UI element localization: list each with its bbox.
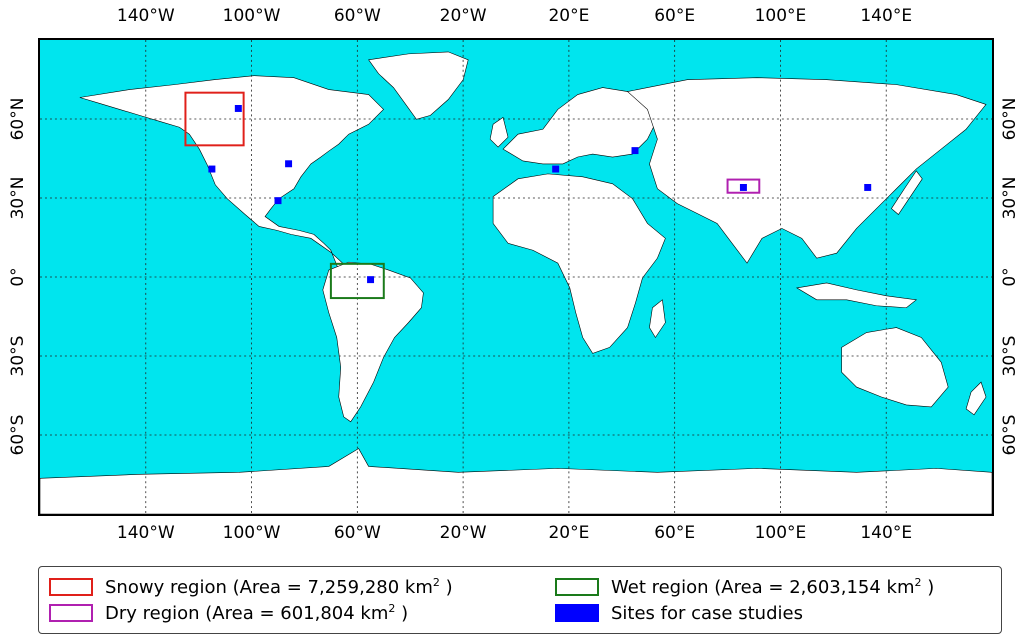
landmass-europe <box>502 87 658 165</box>
legend-label-dry: Dry region (Area = 601,804 km2 ) <box>105 602 409 624</box>
tick-label: 60°W <box>333 6 381 26</box>
legend-item-sites: Sites for case studies <box>555 601 803 625</box>
tick-label: 30°S <box>8 335 28 377</box>
landmass-australia <box>841 327 949 408</box>
tick-label: 20°E <box>548 6 590 26</box>
legend-item-wet: Wet region (Area = 2,603,154 km2 ) <box>555 575 934 599</box>
legend-label-sites: Sites for case studies <box>611 602 803 624</box>
site-marker <box>274 197 282 205</box>
legend-label-snowy: Snowy region (Area = 7,259,280 km2 ) <box>105 576 453 598</box>
tick-label: 60°N <box>8 97 28 141</box>
site-marker <box>208 165 216 173</box>
tick-label: 140°E <box>860 523 913 543</box>
tick-label: 60°S <box>8 414 28 456</box>
landmass-north-america <box>79 75 384 271</box>
site-marker <box>631 147 639 155</box>
site-marker <box>739 183 747 191</box>
tick-label: 100°E <box>754 6 807 26</box>
tick-label: 60°N <box>1000 97 1020 141</box>
legend-swatch-snowy <box>49 578 93 596</box>
tick-label: 30°N <box>8 176 28 220</box>
site-marker <box>864 183 872 191</box>
tick-label: 20°E <box>548 523 590 543</box>
tick-label: 60°E <box>654 6 696 26</box>
tick-label: 100°W <box>222 523 281 543</box>
legend-swatch-sites <box>555 604 599 622</box>
landmass-greenland <box>368 51 469 120</box>
tick-label: 100°W <box>222 6 281 26</box>
legend-item-dry: Dry region (Area = 601,804 km2 ) <box>49 601 408 625</box>
graticule <box>40 40 992 514</box>
tick-label: 0° <box>8 267 28 287</box>
tick-label: 30°N <box>1000 176 1020 220</box>
tick-label: 140°W <box>116 6 175 26</box>
tick-label: 30°S <box>1000 335 1020 377</box>
snowy-region-box <box>184 91 245 147</box>
landmass-antarctica <box>40 448 992 514</box>
legend-item-snowy: Snowy region (Area = 7,259,280 km2 ) <box>49 575 453 599</box>
site-markers <box>208 104 872 284</box>
dry-region-box <box>726 178 761 194</box>
site-marker <box>285 160 293 168</box>
landmass-indonesia <box>795 282 918 309</box>
landmass-new-zealand <box>965 381 987 416</box>
landmass-south-america <box>322 261 424 423</box>
landmass-madagascar <box>649 299 666 339</box>
tick-label: 60°E <box>654 523 696 543</box>
legend-label-wet: Wet region (Area = 2,603,154 km2 ) <box>611 576 935 598</box>
tick-label: 140°E <box>860 6 913 26</box>
land-masses <box>40 51 992 514</box>
tick-label: 60°S <box>1000 414 1020 456</box>
legend: Snowy region (Area = 7,259,280 km2 ) Dry… <box>38 566 1002 634</box>
landmass-japan <box>891 170 923 215</box>
tick-label: 0° <box>1000 267 1020 287</box>
site-marker <box>234 104 242 112</box>
site-marker <box>367 276 375 284</box>
tick-label: 20°W <box>439 523 487 543</box>
legend-swatch-wet <box>555 578 599 596</box>
region-boxes <box>184 91 761 300</box>
legend-swatch-dry <box>49 604 93 622</box>
tick-label: 100°E <box>754 523 807 543</box>
tick-label: 140°W <box>116 523 175 543</box>
world-map <box>38 38 994 516</box>
tick-label: 60°W <box>333 523 381 543</box>
landmass-africa <box>492 173 666 354</box>
landmass-asia <box>626 77 987 264</box>
site-marker <box>552 165 560 173</box>
tick-label: 20°W <box>439 6 487 26</box>
wet-region-box <box>329 262 385 300</box>
map-canvas <box>40 40 992 514</box>
landmass-uk <box>489 116 509 148</box>
